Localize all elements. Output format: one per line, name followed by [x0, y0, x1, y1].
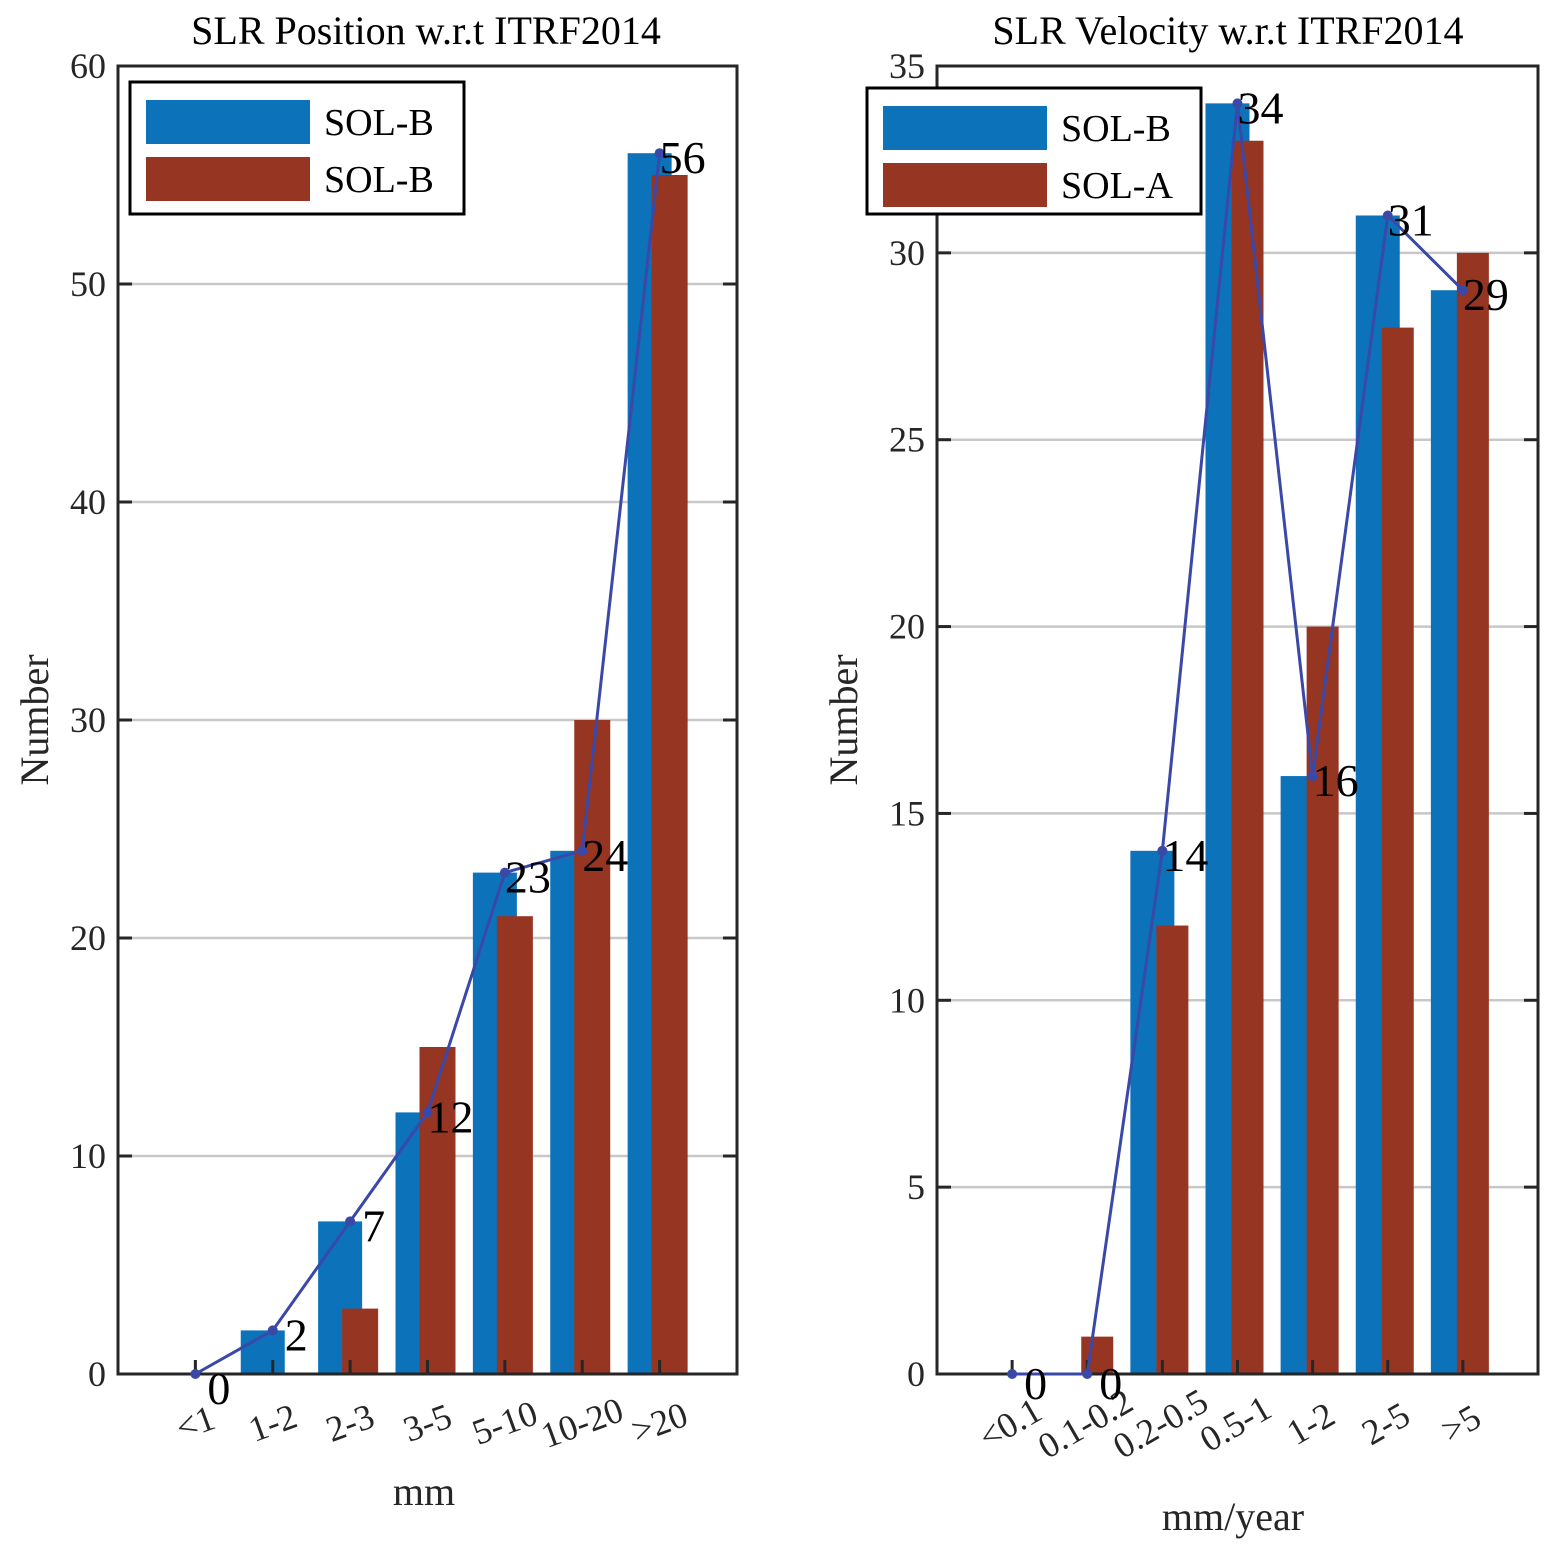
bar-series-2 [1381, 327, 1414, 1375]
data-label: 56 [660, 132, 706, 183]
y-tick-label: 40 [70, 482, 106, 522]
data-label: 7 [362, 1200, 385, 1251]
data-label: 23 [505, 852, 551, 903]
y-tick-label: 50 [70, 264, 106, 304]
bar-series-2 [342, 1308, 379, 1374]
line-marker [1307, 771, 1318, 782]
bar-series-2 [574, 720, 611, 1374]
data-label: 0 [207, 1363, 230, 1414]
line-marker [1382, 210, 1393, 221]
line-marker [1232, 98, 1243, 109]
bar-series-2 [651, 175, 688, 1374]
x-tick-label: 2-3 [321, 1396, 380, 1450]
data-label: 14 [1162, 830, 1208, 881]
y-tick-label: 5 [907, 1167, 925, 1207]
line-marker [190, 1369, 201, 1379]
data-label: 16 [1313, 755, 1359, 806]
bar-series-2 [419, 1047, 456, 1374]
y-tick-label: 30 [889, 233, 925, 273]
bar-series-2 [496, 916, 533, 1374]
y-tick-label: 0 [907, 1354, 925, 1394]
legend-label: SOL-B [324, 159, 434, 201]
x-axis-label: mm/year [1162, 1494, 1304, 1539]
y-tick-label: 20 [70, 918, 106, 958]
y-tick-label: 10 [70, 1136, 106, 1176]
y-tick-label: 30 [70, 700, 106, 740]
legend-swatch [146, 100, 310, 144]
line-marker [422, 1107, 433, 1118]
y-tick-label: 15 [889, 793, 925, 833]
line-marker [577, 845, 588, 856]
line-marker [1082, 1369, 1093, 1379]
y-tick-label: 60 [70, 46, 106, 86]
velocity-chart: SLR Velocity w.r.t ITRF2014 mm/year Numb… [821, 8, 1540, 1539]
y-tick-label: 20 [889, 607, 925, 647]
y-axis-label: Number [12, 654, 57, 785]
bar-series-2 [1156, 925, 1189, 1374]
x-axis-label: mm [393, 1469, 455, 1514]
line-marker [1007, 1369, 1018, 1379]
x-tick-label: 2-5 [1355, 1394, 1417, 1453]
legend-label: SOL-B [324, 102, 434, 144]
legend-swatch [883, 106, 1047, 150]
line-marker [499, 867, 510, 878]
chart-title: SLR Velocity w.r.t ITRF2014 [992, 8, 1463, 53]
x-tick-label: 1-2 [1280, 1394, 1342, 1453]
data-label: 2 [285, 1309, 308, 1360]
x-tick-label: 10-20 [536, 1390, 629, 1456]
bar-series-2 [1456, 252, 1489, 1374]
position-chart: SLR Position w.r.t ITRF2014 mm Number 01… [12, 8, 739, 1514]
bar-series-2 [1231, 140, 1264, 1374]
data-label: 34 [1238, 82, 1284, 133]
x-tick-label: >5 [1434, 1397, 1487, 1451]
line-marker [654, 148, 665, 159]
bar-series-2 [1306, 626, 1339, 1374]
legend-swatch [146, 157, 310, 201]
data-label: 29 [1463, 269, 1509, 320]
line-marker [1457, 285, 1468, 296]
x-tick-label: 1-2 [243, 1396, 302, 1450]
chart-title: SLR Position w.r.t ITRF2014 [191, 8, 661, 53]
x-tick-label: >20 [626, 1394, 693, 1451]
y-tick-label: 0 [88, 1354, 106, 1394]
data-label: 31 [1388, 194, 1434, 245]
x-tick-label: 5-10 [467, 1393, 543, 1453]
y-tick-label: 35 [889, 46, 925, 86]
y-tick-label: 25 [889, 420, 925, 460]
data-label: 24 [582, 830, 628, 881]
data-label: 12 [428, 1091, 474, 1142]
line-marker [267, 1325, 278, 1336]
data-label: 0 [1024, 1358, 1047, 1409]
legend-label: SOL-B [1061, 108, 1171, 150]
x-tick-label: 3-5 [398, 1396, 457, 1450]
line-marker [345, 1216, 356, 1227]
data-label: 0 [1099, 1358, 1122, 1409]
legend-swatch [883, 163, 1047, 207]
x-tick-label: 0.5-1 [1193, 1388, 1278, 1460]
legend-label: SOL-A [1061, 165, 1173, 207]
y-axis-label: Number [821, 654, 866, 785]
line-marker [1157, 845, 1168, 856]
y-tick-label: 10 [889, 980, 925, 1020]
